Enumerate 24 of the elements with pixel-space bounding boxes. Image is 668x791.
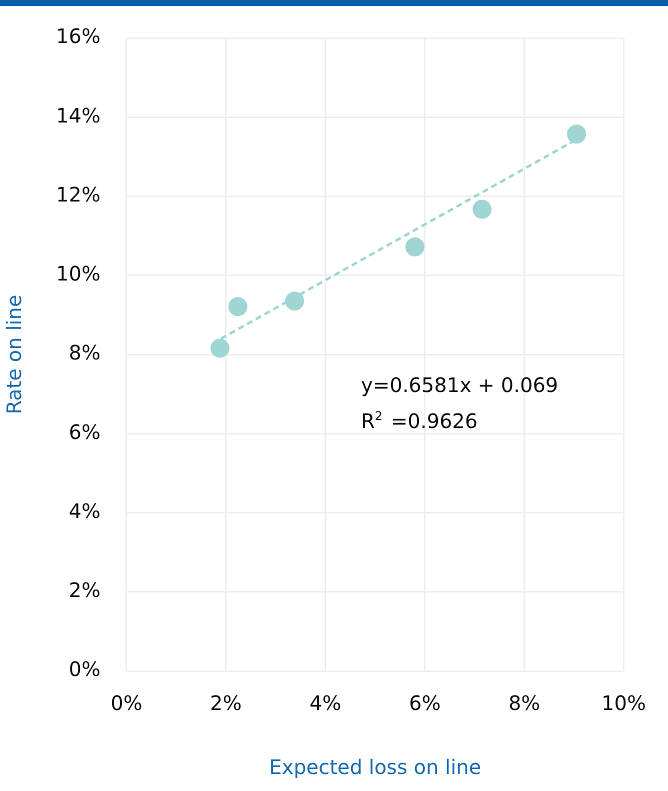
y-tick-label: 14% — [56, 103, 100, 128]
x-axis-title: Expected loss on line — [269, 755, 482, 780]
x-tick-label: 4% — [310, 691, 342, 716]
point — [285, 292, 304, 311]
x-tick-label: 8% — [508, 691, 540, 716]
y-tick-label: 12% — [56, 182, 100, 206]
point — [405, 237, 424, 256]
y-tick-label: 6% — [68, 420, 100, 444]
point — [228, 297, 248, 316]
point — [210, 338, 230, 358]
y-tick-label: 0% — [68, 657, 100, 682]
y-tick-label: 4% — [68, 498, 100, 523]
y-tick-label: 2% — [68, 578, 100, 602]
x-tick-label: 0% — [110, 691, 142, 716]
x-tick-label: 6% — [408, 691, 441, 716]
x-tick-label: 10% — [602, 691, 646, 716]
y-tick-label: 10% — [56, 262, 100, 286]
annotation: y=0.6581x + 0.069 — [361, 373, 558, 397]
y-tick-label: 8% — [68, 340, 100, 365]
x-tick-label: 2% — [210, 691, 242, 716]
point — [567, 124, 586, 144]
y-axis-title: Rate on line — [2, 294, 26, 414]
y-tick-label: 16% — [56, 24, 100, 48]
point — [472, 200, 492, 219]
